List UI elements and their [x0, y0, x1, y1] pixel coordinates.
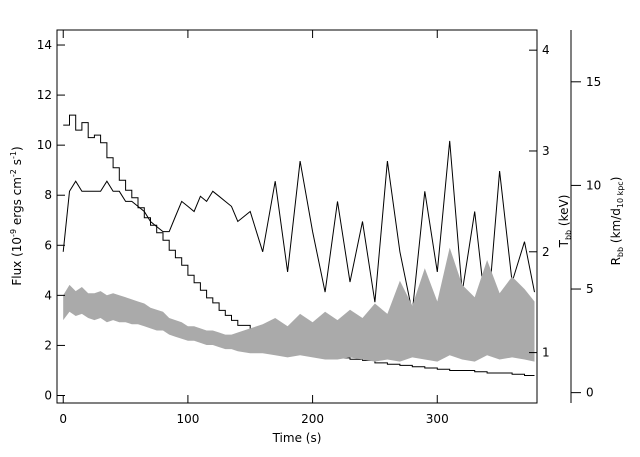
radius-axis: 0 5 10 15 — [571, 75, 601, 400]
plot-area — [56, 29, 572, 404]
x-axis: 0 100 200 300 — [59, 30, 449, 426]
x-tick-label: 100 — [176, 412, 199, 426]
temperature-axis-title: Tbb (keV) — [557, 195, 573, 249]
left-y-axis: 0 2 4 6 8 10 12 14 — [37, 38, 65, 402]
left-y-tick-label: 4 — [44, 288, 52, 302]
t-tick-label: 1 — [542, 346, 550, 360]
left-y-tick-label: 8 — [44, 188, 52, 202]
r-tick-label: 15 — [586, 75, 601, 89]
left-y-tick-label: 10 — [37, 138, 52, 152]
x-tick-label: 300 — [426, 412, 449, 426]
x-tick-label: 200 — [301, 412, 324, 426]
left-y-tick-label: 12 — [37, 88, 52, 102]
left-y-tick-label: 0 — [44, 388, 52, 402]
series-2-band — [63, 247, 535, 362]
left-y-tick-label: 6 — [44, 238, 52, 252]
r-tick-label: 10 — [586, 178, 601, 192]
series-1-line — [62, 140, 535, 323]
series-layer — [62, 114, 535, 376]
left-y-axis-title: Flux (10-9 ergs cm-2 s-1) — [9, 146, 24, 285]
t-tick-label: 2 — [542, 245, 550, 259]
r-tick-label: 0 — [586, 386, 594, 400]
radius-axis-title: Rbb (km/d10 kpc) — [609, 177, 625, 266]
r-tick-label: 5 — [586, 282, 594, 296]
x-axis-title: Time (s) — [272, 431, 322, 445]
left-y-tick-label: 14 — [37, 38, 52, 52]
left-y-tick-label: 2 — [44, 338, 52, 352]
temperature-axis: 1 2 3 4 — [529, 43, 550, 360]
plot-frame — [56, 29, 538, 404]
series-0-line — [63, 114, 535, 376]
t-tick-label: 4 — [542, 43, 550, 57]
t-tick-label: 3 — [542, 144, 550, 158]
x-tick-label: 0 — [59, 412, 67, 426]
